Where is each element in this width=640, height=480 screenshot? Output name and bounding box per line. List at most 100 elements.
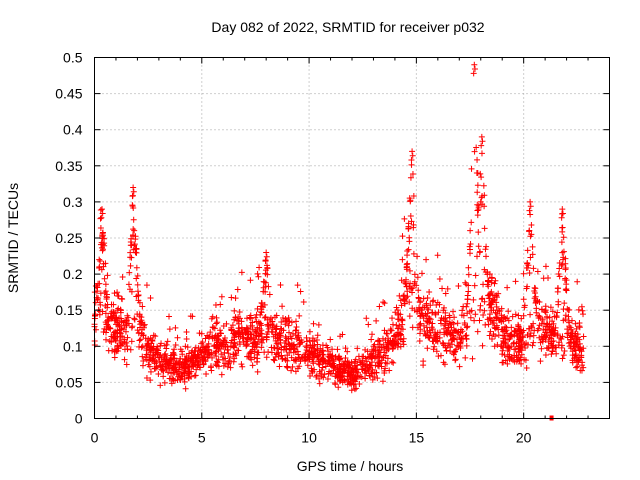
data-point xyxy=(348,359,355,366)
data-point xyxy=(166,326,173,333)
data-point xyxy=(336,378,343,385)
data-point xyxy=(531,289,538,296)
data-point xyxy=(554,309,561,316)
data-point xyxy=(271,357,278,364)
data-point xyxy=(319,364,326,371)
data-point xyxy=(478,296,485,303)
x-tick-label: 15 xyxy=(409,430,425,446)
data-point xyxy=(97,215,104,222)
data-point xyxy=(279,303,286,310)
data-point xyxy=(97,241,104,248)
data-point xyxy=(303,344,310,351)
data-point xyxy=(429,309,436,316)
data-point xyxy=(463,342,470,349)
data-point xyxy=(397,343,404,350)
data-point xyxy=(536,322,543,329)
data-point xyxy=(98,266,105,273)
data-point xyxy=(568,339,575,346)
data-point xyxy=(273,323,280,330)
data-point xyxy=(106,337,113,344)
data-point xyxy=(371,341,378,348)
data-point xyxy=(332,373,339,380)
data-point xyxy=(130,188,137,195)
data-point xyxy=(528,324,535,331)
data-point xyxy=(254,349,261,356)
data-point xyxy=(138,319,145,326)
data-point xyxy=(465,271,472,278)
data-point xyxy=(475,243,482,250)
data-point xyxy=(339,379,346,386)
data-point xyxy=(537,315,544,322)
data-point xyxy=(521,304,528,311)
data-point xyxy=(295,351,302,358)
data-point xyxy=(352,356,359,363)
data-point xyxy=(139,303,146,310)
data-point xyxy=(575,334,582,341)
data-point xyxy=(99,247,106,254)
data-point xyxy=(244,335,251,342)
data-point xyxy=(92,326,99,333)
data-point xyxy=(165,369,172,376)
data-point xyxy=(384,339,391,346)
data-point xyxy=(213,341,220,348)
data-point xyxy=(424,304,431,311)
data-point xyxy=(264,271,271,278)
data-point xyxy=(357,373,364,380)
data-point xyxy=(451,327,458,334)
data-point xyxy=(397,336,404,343)
data-point xyxy=(478,150,485,157)
data-point xyxy=(329,346,336,353)
data-point xyxy=(440,316,447,323)
data-point xyxy=(358,374,365,381)
data-point xyxy=(384,330,391,337)
data-point xyxy=(102,288,109,295)
data-point xyxy=(114,342,121,349)
data-point xyxy=(127,262,134,269)
data-point xyxy=(152,333,159,340)
data-point xyxy=(122,328,129,335)
data-point xyxy=(218,293,225,300)
data-point xyxy=(526,207,533,214)
data-point xyxy=(406,299,413,306)
data-point xyxy=(544,314,551,321)
data-point xyxy=(342,358,349,365)
data-point xyxy=(276,329,283,336)
data-point xyxy=(328,370,335,377)
data-point xyxy=(258,308,265,315)
data-point xyxy=(198,340,205,347)
data-point xyxy=(572,347,579,354)
data-point xyxy=(353,385,360,392)
data-point xyxy=(409,284,416,291)
data-point xyxy=(562,312,569,319)
data-point xyxy=(528,323,535,330)
data-point xyxy=(263,249,270,256)
data-point xyxy=(527,311,534,318)
data-point xyxy=(102,281,109,288)
data-point xyxy=(537,358,544,365)
data-point xyxy=(523,340,530,347)
data-point xyxy=(145,336,152,343)
data-point xyxy=(92,312,99,319)
data-point xyxy=(134,272,141,279)
data-point xyxy=(157,382,164,389)
data-point xyxy=(510,340,517,347)
data-point xyxy=(389,345,396,352)
data-point xyxy=(260,288,267,295)
data-point xyxy=(526,269,533,276)
data-point xyxy=(339,331,346,338)
data-point xyxy=(530,332,537,339)
data-point xyxy=(479,295,486,302)
data-point xyxy=(177,346,184,353)
data-point xyxy=(99,233,106,240)
data-point xyxy=(116,337,123,344)
data-point xyxy=(416,321,423,328)
data-point xyxy=(493,303,500,310)
data-point xyxy=(293,343,300,350)
data-point xyxy=(214,333,221,340)
data-point xyxy=(406,313,413,320)
data-point xyxy=(455,282,462,289)
data-point xyxy=(188,368,195,375)
data-point xyxy=(255,273,262,280)
data-point xyxy=(368,346,375,353)
data-point xyxy=(124,343,131,350)
